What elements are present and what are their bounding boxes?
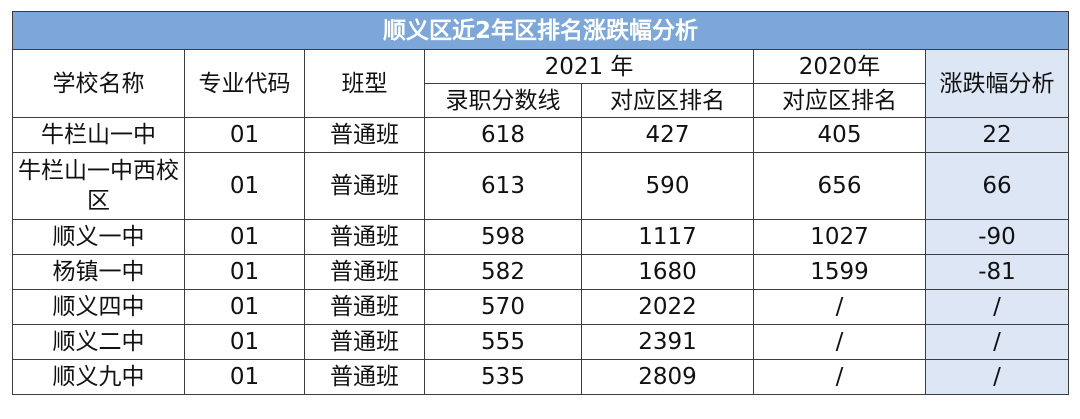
cell-type: 普通班 <box>304 289 425 325</box>
header-year-2020: 2020年 <box>753 49 926 84</box>
cell-score: 582 <box>424 254 582 290</box>
cell-score: 570 <box>424 289 582 325</box>
cell-code: 01 <box>184 289 305 325</box>
cell-rank-2021: 2391 <box>581 324 754 360</box>
header-school: 学校名称 <box>12 49 185 118</box>
cell-change: -90 <box>924 219 1070 255</box>
ranking-table-container: 顺义区近2年区排名涨跌幅分析 学校名称 专业代码 班型 2021 年 2020年… <box>11 11 1070 395</box>
ranking-table: 顺义区近2年区排名涨跌幅分析 学校名称 专业代码 班型 2021 年 2020年… <box>11 11 1070 395</box>
cell-change: / <box>924 359 1070 395</box>
cell-school: 杨镇一中 <box>12 254 185 290</box>
cell-rank-2020: 1599 <box>753 254 926 290</box>
cell-change: 66 <box>924 152 1070 220</box>
cell-score: 555 <box>424 324 582 360</box>
cell-rank-2021: 590 <box>581 152 754 220</box>
cell-type: 普通班 <box>304 219 425 255</box>
table-row: 顺义九中 01 普通班 535 2809 / / <box>12 359 1070 395</box>
cell-code: 01 <box>184 152 305 220</box>
title-row: 顺义区近2年区排名涨跌幅分析 <box>11 11 1070 50</box>
cell-rank-2021: 427 <box>581 117 754 153</box>
header-class-type: 班型 <box>304 49 425 118</box>
header-major-code: 专业代码 <box>184 49 305 118</box>
table-title: 顺义区近2年区排名涨跌幅分析 <box>11 11 1070 50</box>
cell-school: 牛栏山一中 <box>12 117 185 153</box>
header-row-2: 录职分数线 对应区排名 对应区排名 <box>13 83 1069 118</box>
table-row: 牛栏山一中 01 普通班 618 427 405 22 <box>12 117 1070 153</box>
cell-rank-2021: 1680 <box>581 254 754 290</box>
cell-score: 535 <box>424 359 582 395</box>
cell-rank-2020: / <box>753 324 926 360</box>
cell-change: / <box>924 289 1070 325</box>
cell-type: 普通班 <box>304 117 425 153</box>
cell-score: 613 <box>424 152 582 220</box>
cell-school: 牛栏山一中西校区 <box>12 152 185 220</box>
cell-school: 顺义四中 <box>12 289 185 325</box>
header-rank-2020: 对应区排名 <box>753 83 926 118</box>
cell-change: -81 <box>924 254 1070 290</box>
cell-change: 22 <box>924 117 1070 153</box>
table-row: 牛栏山一中西校区 01 普通班 613 590 656 66 <box>12 152 1070 220</box>
table-row: 杨镇一中 01 普通班 582 1680 1599 -81 <box>12 254 1070 290</box>
cell-type: 普通班 <box>304 254 425 290</box>
cell-score: 618 <box>424 117 582 153</box>
cell-rank-2020: 1027 <box>753 219 926 255</box>
cell-rank-2020: / <box>753 359 926 395</box>
header-rank-2021: 对应区排名 <box>581 83 754 118</box>
cell-code: 01 <box>184 117 305 153</box>
cell-code: 01 <box>184 219 305 255</box>
cell-code: 01 <box>184 324 305 360</box>
cell-score: 598 <box>424 219 582 255</box>
header-score-2021: 录职分数线 <box>424 83 582 118</box>
cell-rank-2021: 1117 <box>581 219 754 255</box>
cell-school: 顺义一中 <box>12 219 185 255</box>
table-row: 顺义四中 01 普通班 570 2022 / / <box>12 289 1070 325</box>
cell-rank-2020: / <box>753 289 926 325</box>
cell-code: 01 <box>184 359 305 395</box>
cell-type: 普通班 <box>304 152 425 220</box>
cell-school: 顺义二中 <box>12 324 185 360</box>
cell-code: 01 <box>184 254 305 290</box>
cell-type: 普通班 <box>304 324 425 360</box>
cell-rank-2020: 656 <box>753 152 926 220</box>
cell-type: 普通班 <box>304 359 425 395</box>
table-row: 顺义一中 01 普通班 598 1117 1027 -90 <box>12 219 1070 255</box>
cell-rank-2020: 405 <box>753 117 926 153</box>
cell-rank-2021: 2809 <box>581 359 754 395</box>
header-year-2021: 2021 年 <box>424 49 754 84</box>
cell-change: / <box>924 324 1070 360</box>
header-row-1: 学校名称 专业代码 班型 2021 年 2020年 涨跌幅分析 <box>12 49 1070 118</box>
cell-rank-2021: 2022 <box>581 289 754 325</box>
header-change: 涨跌幅分析 <box>924 49 1070 118</box>
table-row: 顺义二中 01 普通班 555 2391 / / <box>12 324 1070 360</box>
cell-school: 顺义九中 <box>12 359 185 395</box>
